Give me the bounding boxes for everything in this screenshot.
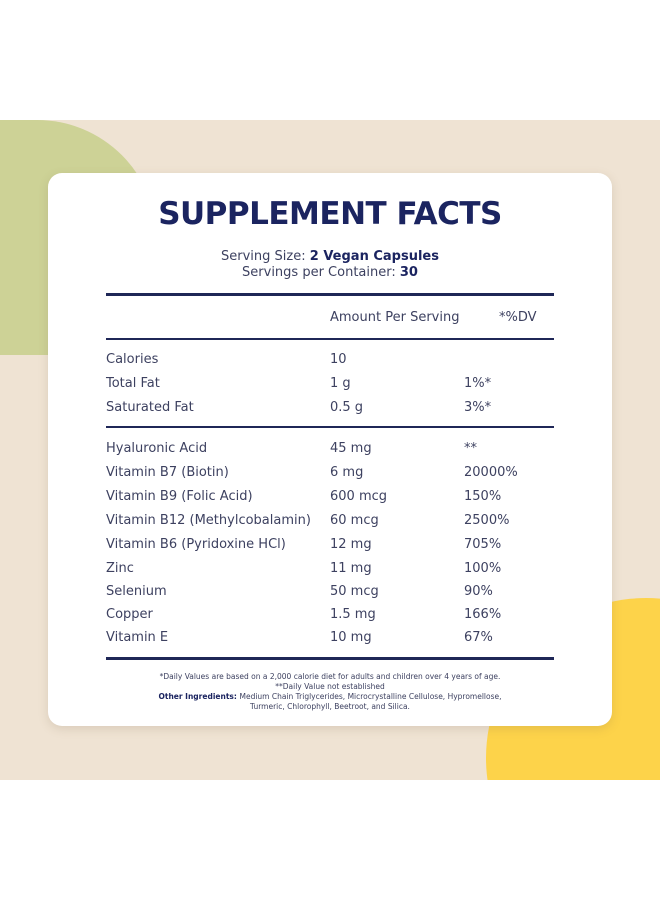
nutrient-amount: 1 g <box>330 376 351 391</box>
nutrient-amount: 45 mg <box>330 441 372 456</box>
footnote-not-established: **Daily Value not established <box>275 682 385 691</box>
nutrient-name: Vitamin E <box>106 630 169 645</box>
table-row: Calories 10 <box>106 352 554 376</box>
nutrient-amount: 10 mg <box>330 630 372 645</box>
header-dv: *%DV <box>499 310 537 325</box>
nutrient-name: Zinc <box>106 561 134 576</box>
table-row: Selenium 50 mcg 90% <box>106 584 554 608</box>
divider-header <box>106 338 554 340</box>
table-row: Saturated Fat 0.5 g 3%* <box>106 400 554 424</box>
serving-size-value: 2 Vegan Capsules <box>309 249 439 264</box>
other-ingredients-continued: Turmeric, Chlorophyll, Beetroot, and Sil… <box>250 702 410 711</box>
table-row: Zinc 11 mg 100% <box>106 561 554 585</box>
table-row: Vitamin B7 (Biotin) 6 mg 20000% <box>106 465 554 489</box>
servings-per-container-line: Servings per Container: 30 <box>242 265 418 280</box>
nutrient-name: Vitamin B9 (Folic Acid) <box>106 489 253 504</box>
nutrient-name: Calories <box>106 352 159 367</box>
table-row: Vitamin B12 (Methylcobalamin) 60 mcg 250… <box>106 513 554 537</box>
nutrient-dv: 166% <box>464 607 502 622</box>
divider-top <box>106 293 554 296</box>
nutrient-name: Vitamin B7 (Biotin) <box>106 465 229 480</box>
table-row: Vitamin E 10 mg 67% <box>106 630 554 654</box>
divider-bottom <box>106 657 554 660</box>
nutrient-name: Saturated Fat <box>106 400 194 415</box>
nutrient-dv: 2500% <box>464 513 510 528</box>
serving-size-line: Serving Size: 2 Vegan Capsules <box>221 249 439 264</box>
table-row: Vitamin B9 (Folic Acid) 600 mcg 150% <box>106 489 554 513</box>
nutrient-dv: 3%* <box>464 400 492 415</box>
divider-middle <box>106 426 554 428</box>
table-row: Total Fat 1 g 1%* <box>106 376 554 400</box>
nutrient-amount: 0.5 g <box>330 400 364 415</box>
nutrient-dv: 1%* <box>464 376 492 391</box>
servings-per-container-value: 30 <box>399 265 418 280</box>
footnote-daily-values: *Daily Values are based on a 2,000 calor… <box>159 672 501 681</box>
nutrient-dv: 150% <box>464 489 502 504</box>
nutrient-amount: 50 mcg <box>330 584 379 599</box>
nutrient-dv: 100% <box>464 561 502 576</box>
nutrient-dv: 67% <box>464 630 493 645</box>
nutrient-name: Selenium <box>106 584 167 599</box>
nutrient-dv: 705% <box>464 537 502 552</box>
other-ingredients-label: Other Ingredients: <box>158 692 240 701</box>
nutrient-amount: 1.5 mg <box>330 607 376 622</box>
nutrient-amount: 6 mg <box>330 465 364 480</box>
nutrient-amount: 11 mg <box>330 561 372 576</box>
nutrient-dv: ** <box>464 441 477 456</box>
nutrient-amount: 12 mg <box>330 537 372 552</box>
nutrient-name: Vitamin B12 (Methylcobalamin) <box>106 513 311 528</box>
nutrient-name: Hyaluronic Acid <box>106 441 208 456</box>
nutrient-amount: 600 mcg <box>330 489 388 504</box>
supplement-facts-card <box>48 173 612 726</box>
nutrient-amount: 60 mcg <box>330 513 379 528</box>
nutrient-dv: 20000% <box>464 465 518 480</box>
header-amount: Amount Per Serving <box>330 310 460 325</box>
serving-info: Serving Size: 2 Vegan Capsules Servings … <box>0 249 660 281</box>
nutrient-name: Vitamin B6 (Pyridoxine HCl) <box>106 537 286 552</box>
other-ingredients: Other Ingredients: Medium Chain Triglyce… <box>158 692 502 701</box>
table-row: Copper 1.5 mg 166% <box>106 607 554 631</box>
table-row: Vitamin B6 (Pyridoxine HCl) 12 mg 705% <box>106 537 554 561</box>
nutrient-name: Copper <box>106 607 153 622</box>
table-row: Hyaluronic Acid 45 mg ** <box>106 441 554 465</box>
nutrient-amount: 10 <box>330 352 347 367</box>
page-title: SUPPLEMENT FACTS <box>158 196 502 232</box>
nutrient-name: Total Fat <box>106 376 160 391</box>
nutrient-dv: 90% <box>464 584 493 599</box>
